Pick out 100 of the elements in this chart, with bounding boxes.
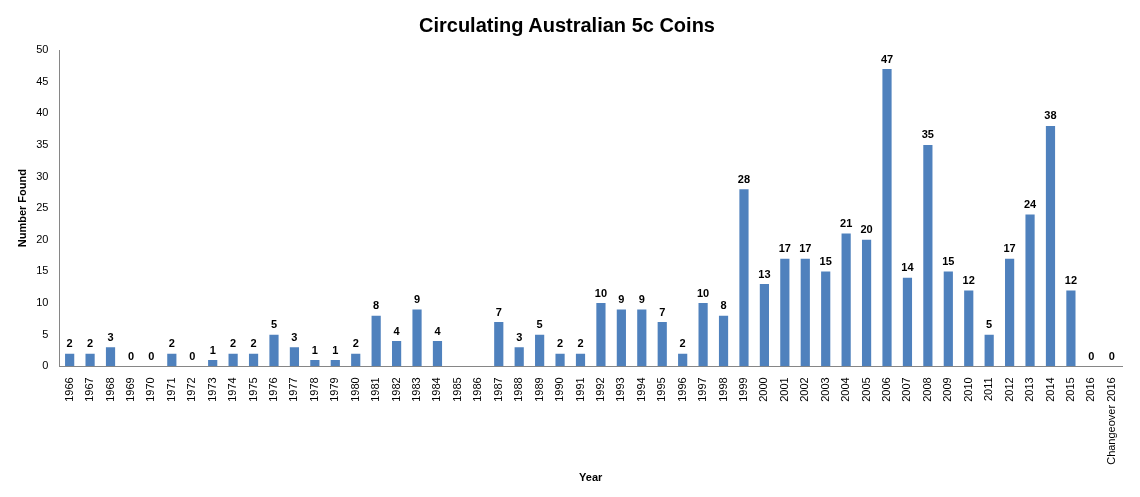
x-tick-label: 1975 <box>246 377 259 402</box>
x-tick-label: 2013 <box>1023 377 1036 402</box>
x-tick-label: 2002 <box>798 377 811 402</box>
data-label: 38 <box>1044 109 1057 122</box>
x-tick-label: 1998 <box>716 377 729 402</box>
y-tick-label: 40 <box>36 106 49 119</box>
x-tick-label: 2015 <box>1063 377 1076 402</box>
bar <box>310 360 320 367</box>
bar <box>85 353 95 367</box>
x-tick-label: 1997 <box>696 377 709 402</box>
x-axis-title: Year <box>579 471 604 484</box>
y-tick-label: 30 <box>36 169 49 182</box>
bar <box>330 360 340 367</box>
x-tick-label: 1967 <box>83 377 96 402</box>
x-tick-label: 1986 <box>471 377 484 402</box>
bar <box>821 271 831 367</box>
x-tick-label: 1969 <box>123 377 136 402</box>
bar <box>637 309 647 367</box>
data-label: 2 <box>250 337 257 350</box>
bar <box>208 360 218 367</box>
x-tick-label: 2008 <box>920 377 933 402</box>
x-tick-label: 2000 <box>757 377 770 402</box>
data-label: 17 <box>778 242 791 255</box>
x-tick-label: 1976 <box>267 377 280 402</box>
bar <box>1066 290 1076 367</box>
data-label: 20 <box>860 223 873 236</box>
x-tick-label: 2006 <box>880 377 893 402</box>
x-tick-label: 1996 <box>675 377 688 402</box>
x-tick-label: Changeover 2016 <box>1104 377 1117 465</box>
x-tick-label: 2004 <box>839 377 852 402</box>
x-tick-label: 2011 <box>982 377 995 401</box>
data-label: 0 <box>1088 349 1095 362</box>
data-label: 3 <box>107 330 114 343</box>
y-tick-label: 5 <box>42 327 49 340</box>
bar <box>1025 214 1035 367</box>
data-label: 13 <box>758 267 771 280</box>
x-tick-label: 1988 <box>512 377 525 402</box>
data-label: 28 <box>737 172 751 185</box>
data-label: 2 <box>352 337 359 350</box>
x-tick-label: 1992 <box>593 377 606 402</box>
bar <box>739 189 749 367</box>
bar <box>718 315 729 367</box>
bar <box>514 347 524 367</box>
chart-title: Circulating Australian 5c Coins <box>419 13 715 36</box>
x-tick-label: 2003 <box>818 377 831 402</box>
data-label: 3 <box>516 330 523 343</box>
bar <box>1045 125 1056 367</box>
bar <box>535 334 545 367</box>
data-label: 9 <box>638 292 645 305</box>
x-tick-label: 1995 <box>655 377 668 402</box>
bar <box>555 353 565 367</box>
x-tick-label: 1972 <box>185 377 198 402</box>
bar <box>289 347 300 367</box>
x-tick-label: 1985 <box>450 377 463 402</box>
bar <box>964 290 974 367</box>
bar <box>351 353 361 367</box>
bar <box>698 303 708 367</box>
bar <box>882 68 892 367</box>
x-tick-label: 1973 <box>205 377 218 402</box>
x-tick-label: 1978 <box>307 377 320 402</box>
data-label: 4 <box>434 324 442 337</box>
data-label: 35 <box>921 128 934 141</box>
data-label: 8 <box>720 299 727 312</box>
bar <box>616 309 626 367</box>
x-tick-label: 2014 <box>1043 377 1056 402</box>
data-label: 0 <box>1108 349 1115 362</box>
data-label: 10 <box>696 286 710 299</box>
y-tick-label: 20 <box>36 232 49 245</box>
x-tick-label: 1979 <box>328 377 341 402</box>
x-tick-label: 1982 <box>389 377 402 402</box>
bar <box>371 315 381 367</box>
bar <box>657 322 667 367</box>
data-label: 47 <box>880 52 894 65</box>
data-label: 12 <box>962 273 975 286</box>
x-tick-label: 1970 <box>144 377 157 402</box>
x-tick-label: 1974 <box>226 377 239 402</box>
bar <box>800 258 810 367</box>
y-tick-label: 10 <box>36 296 49 309</box>
y-tick-label: 15 <box>36 264 49 277</box>
x-tick-label: 2007 <box>900 377 913 402</box>
x-tick-label: 2012 <box>1002 377 1015 402</box>
data-label: 7 <box>495 305 502 318</box>
data-label: 10 <box>594 286 608 299</box>
data-label: 17 <box>799 242 812 255</box>
data-label: 3 <box>291 330 298 343</box>
data-label: 24 <box>1023 198 1038 211</box>
data-label: 17 <box>1003 242 1016 255</box>
bar <box>65 353 75 367</box>
x-tick-label: 1983 <box>410 377 423 402</box>
y-axis-title: Number Found <box>15 169 28 248</box>
bar <box>412 309 422 367</box>
x-tick-label: 1994 <box>634 377 647 402</box>
x-tick-label: 1991 <box>573 377 586 402</box>
bar <box>678 353 688 367</box>
x-tick-label: 1984 <box>430 377 443 402</box>
x-tick-label: 1993 <box>614 377 627 402</box>
x-tick-label: 2010 <box>961 377 974 402</box>
x-tick-label: 2001 <box>777 377 790 402</box>
data-label: 15 <box>942 254 955 267</box>
x-tick-label: 1990 <box>553 377 566 402</box>
